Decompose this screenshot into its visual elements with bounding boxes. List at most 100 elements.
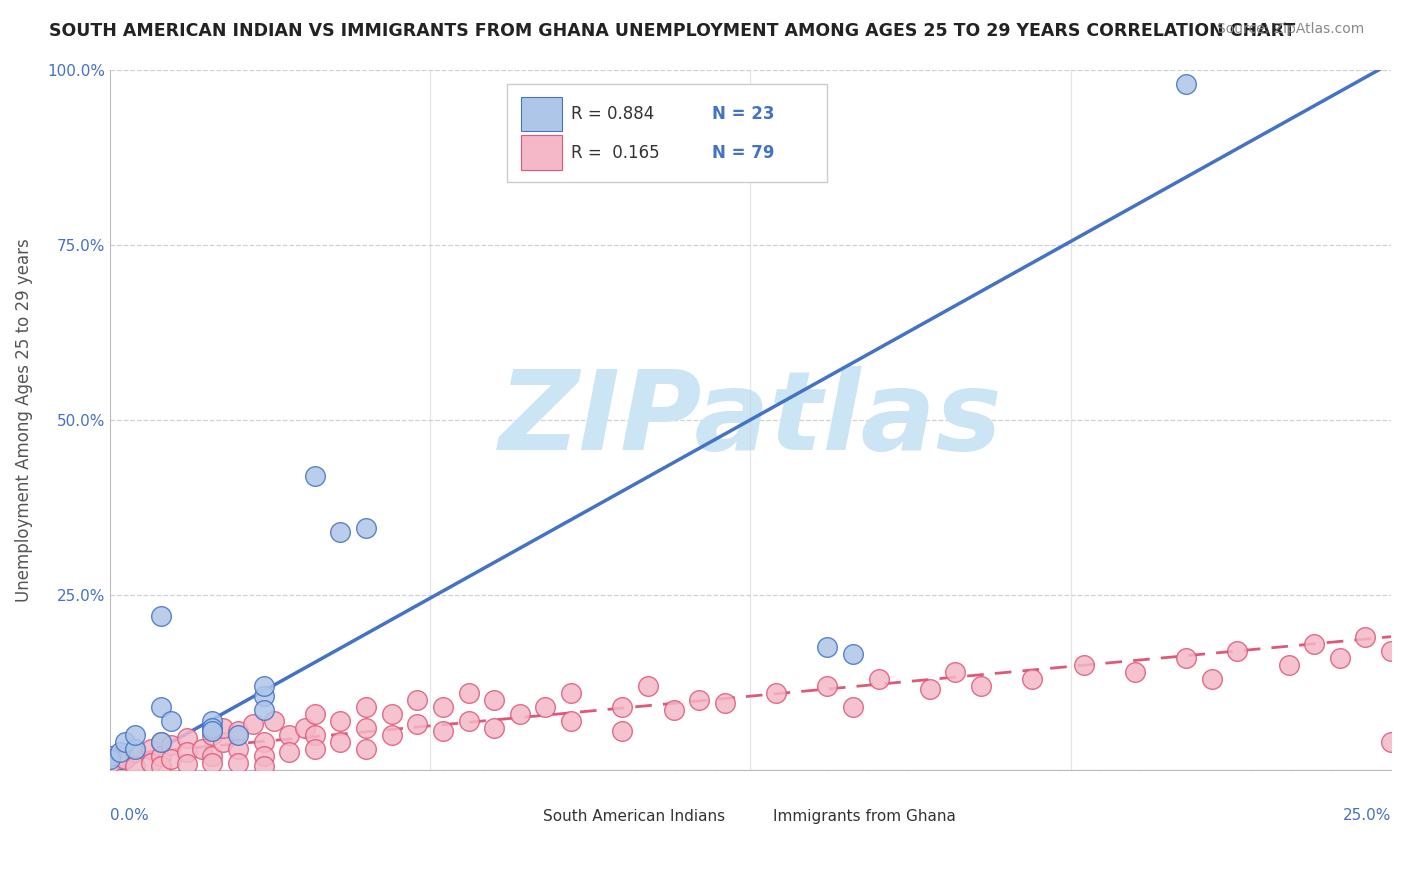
Point	[842, 699, 865, 714]
Point	[534, 699, 557, 714]
Text: Source: ZipAtlas.com: Source: ZipAtlas.com	[1216, 22, 1364, 37]
Point	[226, 741, 249, 756]
Point	[124, 741, 146, 756]
Point	[304, 468, 326, 483]
Text: N = 79: N = 79	[711, 144, 775, 161]
Point	[160, 714, 183, 728]
Point	[201, 724, 224, 739]
Point	[176, 731, 198, 745]
Point	[457, 686, 479, 700]
Point	[150, 699, 173, 714]
Point	[329, 734, 352, 748]
Text: SOUTH AMERICAN INDIAN VS IMMIGRANTS FROM GHANA UNEMPLOYMENT AMONG AGES 25 TO 29 : SOUTH AMERICAN INDIAN VS IMMIGRANTS FROM…	[49, 22, 1295, 40]
Point	[201, 721, 224, 735]
Point	[432, 699, 454, 714]
Point	[252, 689, 274, 703]
Point	[354, 741, 377, 756]
FancyBboxPatch shape	[522, 136, 562, 169]
Point	[354, 721, 377, 735]
Point	[278, 728, 301, 742]
Point	[1379, 734, 1402, 748]
Point	[406, 717, 429, 731]
Point	[1379, 643, 1402, 657]
Point	[457, 714, 479, 728]
Point	[304, 741, 326, 756]
Point	[98, 748, 121, 763]
Point	[176, 756, 198, 771]
Point	[252, 748, 274, 763]
Text: N = 23: N = 23	[711, 105, 775, 123]
Point	[211, 721, 233, 735]
Point	[918, 682, 941, 697]
Point	[150, 748, 173, 763]
Point	[815, 679, 838, 693]
Point	[406, 692, 429, 706]
Point	[329, 714, 352, 728]
Point	[1021, 672, 1043, 686]
Point	[662, 703, 685, 717]
Point	[1175, 77, 1198, 91]
Point	[150, 734, 173, 748]
Point	[263, 714, 285, 728]
Point	[1303, 637, 1326, 651]
FancyBboxPatch shape	[498, 805, 536, 829]
Point	[226, 724, 249, 739]
Point	[150, 608, 173, 623]
FancyBboxPatch shape	[508, 84, 827, 182]
Point	[201, 728, 224, 742]
Point	[560, 714, 582, 728]
Point	[637, 679, 659, 693]
Point	[354, 699, 377, 714]
Point	[176, 745, 198, 759]
Point	[815, 640, 838, 655]
Point	[381, 706, 404, 721]
Point	[1201, 672, 1223, 686]
Point	[713, 696, 735, 710]
Point	[970, 679, 993, 693]
Point	[1226, 643, 1249, 657]
Point	[1354, 630, 1376, 644]
Point	[226, 756, 249, 770]
Point	[150, 759, 173, 773]
Point	[139, 756, 162, 770]
Point	[252, 759, 274, 773]
Text: South American Indians: South American Indians	[543, 809, 725, 824]
Point	[482, 721, 505, 735]
Point	[943, 665, 966, 679]
Point	[114, 752, 136, 766]
Point	[482, 692, 505, 706]
Text: 25.0%: 25.0%	[1343, 808, 1391, 823]
Point	[98, 752, 121, 766]
Point	[252, 679, 274, 693]
Point	[560, 686, 582, 700]
Point	[765, 686, 787, 700]
Point	[354, 521, 377, 535]
Point	[304, 728, 326, 742]
Point	[329, 524, 352, 539]
Point	[278, 745, 301, 759]
Text: Immigrants from Ghana: Immigrants from Ghana	[773, 809, 956, 824]
Point	[211, 734, 233, 748]
Point	[252, 734, 274, 748]
Point	[432, 724, 454, 739]
Point	[1329, 650, 1351, 665]
Point	[150, 734, 173, 748]
Point	[191, 741, 214, 756]
Point	[868, 672, 890, 686]
FancyBboxPatch shape	[728, 805, 766, 829]
Point	[1175, 650, 1198, 665]
Point	[612, 724, 634, 739]
Text: 0.0%: 0.0%	[110, 808, 149, 823]
Point	[304, 706, 326, 721]
Point	[1073, 657, 1095, 672]
Point	[509, 706, 531, 721]
Point	[160, 738, 183, 752]
Point	[108, 745, 131, 759]
Point	[98, 756, 121, 770]
Point	[1123, 665, 1146, 679]
Y-axis label: Unemployment Among Ages 25 to 29 years: Unemployment Among Ages 25 to 29 years	[15, 238, 32, 602]
Point	[612, 699, 634, 714]
Point	[139, 741, 162, 756]
Point	[252, 703, 274, 717]
Point	[108, 748, 131, 763]
